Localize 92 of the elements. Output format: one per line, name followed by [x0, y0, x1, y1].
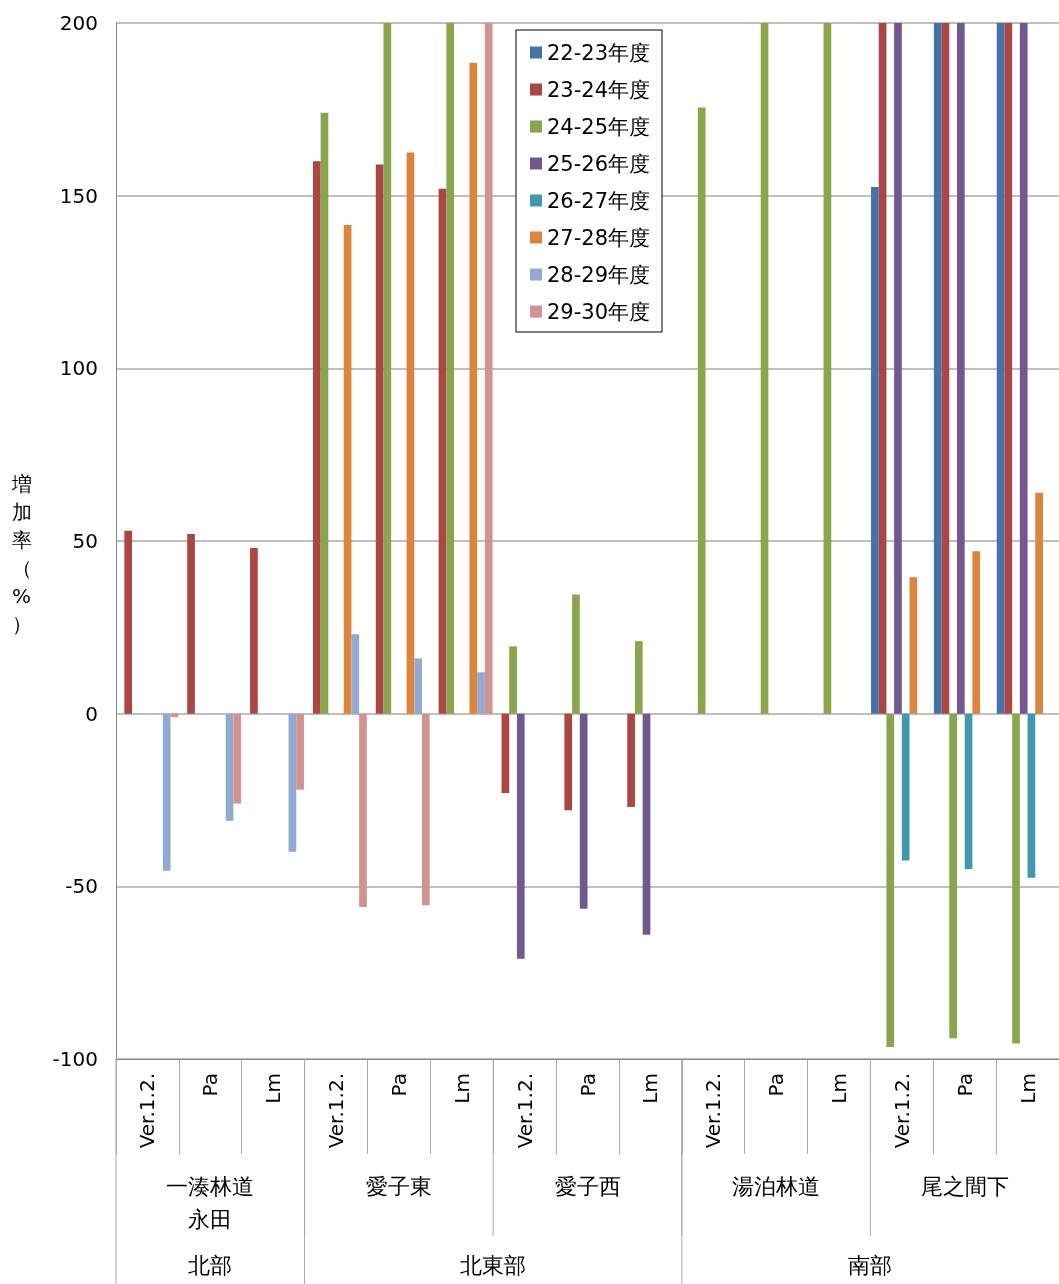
- bar: [312, 161, 321, 714]
- bar: [446, 23, 455, 714]
- bar: [375, 164, 384, 714]
- x-tick-label: Lm: [261, 1073, 286, 1104]
- bar: [359, 713, 367, 908]
- x-tick-label: Lm: [449, 1073, 474, 1104]
- y-tick-label: 0: [85, 701, 98, 726]
- x-tick-label: Ver.1.2.: [701, 1073, 726, 1149]
- bar: [383, 23, 392, 714]
- bar: [572, 594, 580, 714]
- x-tick-label: Lm: [1015, 1073, 1040, 1104]
- bar: [343, 225, 352, 714]
- bar: [233, 713, 242, 804]
- legend-label: 24-25年度: [547, 114, 651, 139]
- text: 愛子東: [365, 1174, 432, 1199]
- text: 湯泊林道: [732, 1174, 821, 1199]
- x-tick-label: Pa: [575, 1073, 600, 1097]
- y-tick-label: 100: [59, 356, 98, 381]
- bar: [697, 107, 706, 714]
- bar: [438, 188, 447, 714]
- text: 愛子西: [554, 1174, 621, 1199]
- bar: [823, 23, 832, 714]
- bar: [320, 112, 329, 714]
- x-tick-label: Pa: [198, 1073, 223, 1097]
- legend-label: 23-24年度: [547, 77, 651, 102]
- bar: [871, 187, 879, 714]
- bar: [469, 62, 478, 714]
- bar: [484, 23, 493, 714]
- bar: [933, 23, 942, 714]
- x-tick-label: Ver.1.2.: [324, 1073, 349, 1149]
- text: 一湊林道永田: [166, 1174, 255, 1232]
- legend-label: 27-28年度: [547, 225, 651, 250]
- bar: [564, 713, 573, 811]
- bar: [406, 152, 415, 714]
- text: 南部: [848, 1252, 893, 1278]
- y-tick-label: -50: [65, 874, 98, 899]
- y-tick-label: -100: [52, 1047, 98, 1071]
- x-tick-label: Lm: [826, 1073, 851, 1104]
- bar: [964, 713, 973, 870]
- bar: [941, 23, 950, 714]
- bar: [225, 713, 234, 821]
- bar: [288, 713, 297, 852]
- text: 北部: [188, 1252, 233, 1278]
- bar: [894, 23, 902, 714]
- bar: [516, 713, 525, 959]
- bar: [972, 551, 981, 714]
- bar: [1012, 713, 1020, 1044]
- y-tick-label: 150: [59, 183, 98, 208]
- bar: [627, 713, 635, 807]
- y-tick-label: 200: [59, 11, 98, 35]
- x-tick-label: Pa: [386, 1073, 411, 1097]
- legend-label: 28-29年度: [547, 262, 651, 287]
- x-tick-label: Ver.1.2.: [135, 1073, 160, 1149]
- bar: [351, 634, 360, 714]
- bar: [187, 534, 195, 714]
- bar: [1004, 23, 1013, 714]
- bar: [1027, 713, 1036, 878]
- bar: [1019, 23, 1028, 714]
- bar: [296, 713, 304, 790]
- legend-label: 22-23年度: [547, 40, 651, 65]
- bar: [579, 713, 588, 909]
- text: 北東部: [460, 1252, 527, 1278]
- bar: [949, 713, 957, 1039]
- x-tick-label: Ver.1.2.: [889, 1073, 914, 1149]
- bar: [760, 23, 769, 714]
- bar: [901, 713, 910, 861]
- bar: [501, 713, 510, 794]
- legend-label: 29-30年度: [547, 299, 651, 324]
- bar: [477, 672, 485, 714]
- bar: [422, 713, 430, 906]
- bar: [162, 713, 171, 871]
- x-tick-label: Pa: [764, 1073, 789, 1097]
- bar: [878, 23, 887, 714]
- y-axis-title: 増加率（%）: [11, 472, 32, 636]
- bar: [414, 658, 422, 714]
- legend-label: 25-26年度: [547, 151, 651, 176]
- x-tick-label: Ver.1.2.: [512, 1073, 537, 1149]
- bar: [250, 547, 258, 714]
- legend-label: 26-27年度: [547, 188, 651, 213]
- bar: [886, 713, 895, 1047]
- bar: [509, 646, 517, 714]
- x-tick-label: Pa: [952, 1073, 977, 1097]
- x-tick-label: Lm: [638, 1073, 663, 1104]
- y-tick-label: 50: [72, 529, 98, 553]
- bar: [957, 23, 965, 714]
- bar: [124, 530, 133, 714]
- bar: [642, 713, 651, 935]
- text: 尾之間下: [920, 1174, 1009, 1199]
- bar: [909, 577, 918, 714]
- bar: [996, 23, 1005, 714]
- bar: [1035, 492, 1043, 714]
- bar: [634, 641, 643, 714]
